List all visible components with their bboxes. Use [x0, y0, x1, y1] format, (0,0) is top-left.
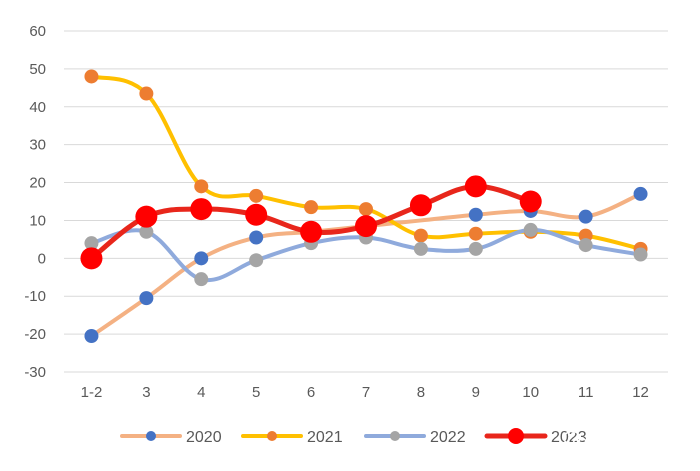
data-point-2020 [139, 291, 154, 306]
y-tick-label: -10 [24, 288, 46, 305]
y-tick-label: 40 [29, 99, 46, 116]
data-point-2021 [413, 228, 428, 243]
legend: 2020 2021 2022 2023 [120, 428, 587, 446]
data-point-2021 [84, 69, 99, 84]
legend-label: 2022 [430, 429, 466, 446]
data-point-2023 [519, 190, 542, 213]
data-point-2022 [194, 272, 209, 287]
x-tick-label: 10 [522, 384, 539, 401]
x-tick-label: 3 [142, 384, 150, 401]
x-tick-label: 5 [252, 384, 260, 401]
data-point-2023 [409, 194, 432, 217]
wechat-icon [563, 430, 588, 449]
legend-label: 2021 [307, 429, 343, 446]
data-point-2020 [578, 209, 593, 224]
data-point-2022 [84, 236, 99, 251]
x-tick-label: 9 [472, 384, 480, 401]
data-point-2023 [464, 175, 487, 198]
watermark: 黑金新视野 [563, 429, 677, 449]
y-tick-label: 20 [29, 175, 46, 192]
data-point-2020 [194, 251, 209, 266]
series-2020 [84, 186, 648, 344]
x-tick-label: 8 [417, 384, 425, 401]
data-point-2020 [84, 329, 99, 344]
watermark-text: 黑金新视野 [592, 429, 677, 449]
legend-label: 2020 [186, 429, 222, 446]
data-point-2020 [249, 230, 264, 245]
data-point-2022 [578, 238, 593, 253]
data-point-2023 [245, 203, 268, 226]
y-tick-label: -30 [24, 364, 46, 381]
legend-item-2022: 2022 [364, 429, 466, 446]
legend-item-2021: 2021 [241, 429, 343, 446]
grid-layer [64, 30, 668, 373]
y-tick-label: 60 [29, 23, 46, 40]
data-point-2022 [249, 253, 264, 268]
data-point-2022 [139, 224, 154, 239]
data-point-2021 [359, 202, 373, 217]
data-point-2021 [304, 200, 319, 215]
series-layer [80, 69, 648, 344]
data-point-2022 [523, 222, 538, 237]
x-tick-label: 12 [632, 384, 649, 401]
data-point-2021 [468, 226, 483, 241]
y-axis-tick-labels: -30 -20 -10 0 10 20 30 40 50 60 [24, 23, 46, 381]
y-tick-label: 10 [29, 212, 46, 229]
y-tick-label: 0 [38, 250, 46, 267]
legend-marker [146, 431, 156, 441]
legend-marker [267, 431, 277, 441]
data-point-2023 [135, 205, 158, 228]
data-point-2021 [194, 179, 209, 194]
data-point-2022 [468, 241, 483, 256]
legend-item-2023: 2023 [484, 428, 587, 446]
data-point-2023 [300, 220, 323, 243]
data-point-2021 [249, 188, 264, 203]
x-tick-label: 6 [307, 384, 315, 401]
y-tick-label: -20 [24, 326, 46, 343]
data-point-2023 [355, 215, 377, 238]
y-tick-label: 30 [29, 137, 46, 154]
data-point-2023 [80, 247, 103, 270]
data-point-2020 [468, 207, 483, 222]
data-point-2020 [633, 186, 648, 201]
x-tick-label: 1-2 [81, 384, 103, 401]
data-point-2022 [633, 247, 648, 262]
data-point-2023 [190, 198, 213, 221]
x-tick-label: 11 [578, 384, 594, 401]
data-point-2021 [139, 86, 154, 101]
data-point-2022 [413, 241, 428, 256]
series-2023 [80, 175, 542, 270]
x-tick-label: 4 [197, 384, 205, 401]
x-tick-label: 7 [362, 384, 370, 401]
y-tick-label: 50 [29, 61, 46, 78]
legend-item-2020: 2020 [120, 429, 222, 446]
legend-marker [390, 431, 400, 441]
legend-marker [508, 428, 524, 444]
x-axis-tick-labels: 1-2 3 4 5 6 7 8 9 10 11 12 [81, 384, 649, 401]
series-2022 [84, 222, 648, 287]
